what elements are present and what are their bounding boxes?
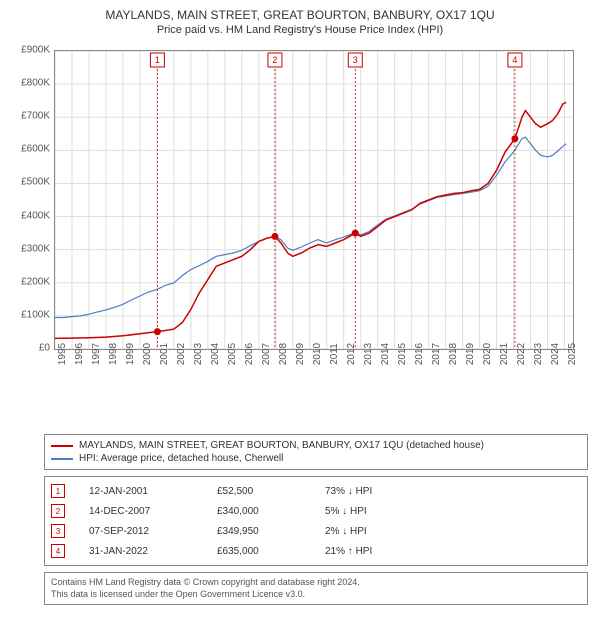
x-tick-label: 2003 — [193, 343, 204, 365]
sale-price: £340,000 — [217, 506, 317, 517]
x-tick-label: 2025 — [567, 343, 578, 365]
titles: MAYLANDS, MAIN STREET, GREAT BOURTON, BA… — [0, 0, 600, 36]
sale-delta: 2% ↓ HPI — [325, 526, 435, 537]
x-tick-label: 2024 — [550, 343, 561, 365]
x-tick-label: 2001 — [159, 343, 170, 365]
plot-box: 1 2 3 4 — [54, 50, 574, 350]
copyright-line-2: This data is licensed under the Open Gov… — [51, 589, 581, 601]
y-tick-label: £600K — [12, 144, 50, 155]
sale-price: £635,000 — [217, 546, 317, 557]
y-tick-label: £400K — [12, 210, 50, 221]
title-sub: Price paid vs. HM Land Registry's House … — [0, 24, 600, 36]
y-tick-label: £100K — [12, 309, 50, 320]
svg-text:1: 1 — [155, 55, 160, 65]
sale-date: 14-DEC-2007 — [89, 506, 209, 517]
x-tick-label: 2012 — [346, 343, 357, 365]
x-tick-label: 2020 — [482, 343, 493, 365]
x-tick-label: 2014 — [380, 343, 391, 365]
legend-box: MAYLANDS, MAIN STREET, GREAT BOURTON, BA… — [44, 434, 588, 470]
x-tick-label: 1995 — [57, 343, 68, 365]
x-tick-label: 2019 — [465, 343, 476, 365]
legend-row-0: MAYLANDS, MAIN STREET, GREAT BOURTON, BA… — [51, 439, 581, 452]
sale-price: £52,500 — [217, 486, 317, 497]
sales-table: 1 12-JAN-2001 £52,500 73% ↓ HPI 2 14-DEC… — [44, 476, 588, 566]
x-tick-label: 2005 — [227, 343, 238, 365]
x-tick-label: 2018 — [448, 343, 459, 365]
x-tick-label: 2010 — [312, 343, 323, 365]
x-tick-label: 2015 — [397, 343, 408, 365]
y-tick-label: £700K — [12, 111, 50, 122]
legend-swatch — [51, 458, 73, 460]
legend-label: HPI: Average price, detached house, Cher… — [79, 453, 283, 464]
x-tick-label: 2008 — [278, 343, 289, 365]
x-tick-label: 2016 — [414, 343, 425, 365]
sale-delta: 5% ↓ HPI — [325, 506, 435, 517]
y-tick-label: £0 — [12, 343, 50, 354]
x-tick-label: 2011 — [329, 343, 340, 365]
sale-row-4: 4 31-JAN-2022 £635,000 21% ↑ HPI — [45, 541, 587, 561]
y-tick-label: £900K — [12, 45, 50, 56]
sale-date: 12-JAN-2001 — [89, 486, 209, 497]
sale-delta: 21% ↑ HPI — [325, 546, 435, 557]
sale-badge: 4 — [51, 544, 65, 558]
svg-text:4: 4 — [512, 55, 517, 65]
x-tick-label: 2000 — [142, 343, 153, 365]
sale-date: 07-SEP-2012 — [89, 526, 209, 537]
svg-text:2: 2 — [272, 55, 277, 65]
sale-row-2: 2 14-DEC-2007 £340,000 5% ↓ HPI — [45, 501, 587, 521]
x-tick-label: 1996 — [74, 343, 85, 365]
y-tick-label: £300K — [12, 243, 50, 254]
sale-badge: 1 — [51, 484, 65, 498]
x-tick-label: 2006 — [244, 343, 255, 365]
svg-text:3: 3 — [353, 55, 358, 65]
copyright-box: Contains HM Land Registry data © Crown c… — [44, 572, 588, 605]
y-tick-label: £500K — [12, 177, 50, 188]
x-tick-label: 2017 — [431, 343, 442, 365]
x-tick-label: 1999 — [125, 343, 136, 365]
sale-row-3: 3 07-SEP-2012 £349,950 2% ↓ HPI — [45, 521, 587, 541]
x-tick-label: 1997 — [91, 343, 102, 365]
title-main: MAYLANDS, MAIN STREET, GREAT BOURTON, BA… — [0, 8, 600, 22]
sale-delta: 73% ↓ HPI — [325, 486, 435, 497]
x-tick-label: 2013 — [363, 343, 374, 365]
sale-row-1: 1 12-JAN-2001 £52,500 73% ↓ HPI — [45, 481, 587, 501]
x-tick-label: 2007 — [261, 343, 272, 365]
sale-price: £349,950 — [217, 526, 317, 537]
legend-label: MAYLANDS, MAIN STREET, GREAT BOURTON, BA… — [79, 440, 484, 451]
legend-swatch — [51, 445, 73, 447]
x-tick-label: 1998 — [108, 343, 119, 365]
sale-badge: 3 — [51, 524, 65, 538]
legend-row-1: HPI: Average price, detached house, Cher… — [51, 452, 581, 465]
chart-container: MAYLANDS, MAIN STREET, GREAT BOURTON, BA… — [0, 0, 600, 605]
sale-date: 31-JAN-2022 — [89, 546, 209, 557]
y-tick-label: £800K — [12, 78, 50, 89]
x-tick-label: 2002 — [176, 343, 187, 365]
x-tick-label: 2009 — [295, 343, 306, 365]
x-tick-label: 2023 — [533, 343, 544, 365]
copyright-line-1: Contains HM Land Registry data © Crown c… — [51, 577, 581, 589]
x-tick-label: 2004 — [210, 343, 221, 365]
x-tick-label: 2022 — [516, 343, 527, 365]
chart-area: 1 2 3 4 £0 £100K £200K £300K £400K £500K £600K £70… — [10, 40, 590, 390]
sale-badge: 2 — [51, 504, 65, 518]
x-tick-label: 2021 — [499, 343, 510, 365]
plot-svg: 1 2 3 4 — [55, 51, 573, 349]
y-tick-label: £200K — [12, 276, 50, 287]
